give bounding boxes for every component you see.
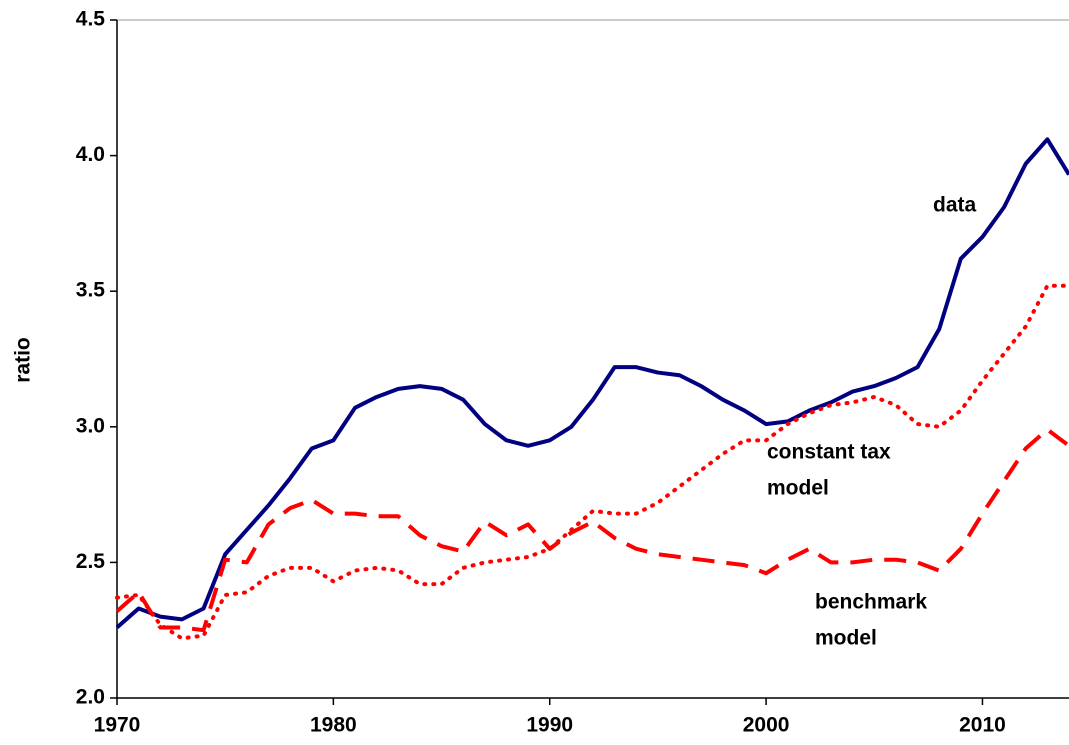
x-tick-label: 2010 [959, 714, 1006, 737]
series-label: constant tax [767, 441, 891, 464]
series-line [115, 137, 1069, 629]
series-label: data [933, 194, 977, 217]
x-tick-label: 1980 [310, 714, 357, 737]
x-tick-label: 2000 [743, 714, 790, 737]
series-label: benchmark [815, 591, 927, 614]
y-tick-label: 3.5 [76, 279, 106, 302]
y-tick-label: 4.5 [76, 8, 106, 31]
series-label: model [815, 627, 877, 650]
y-tick-label: 2.0 [76, 686, 105, 709]
y-tick-label: 2.5 [76, 550, 106, 573]
y-axis-label: ratio [12, 337, 35, 383]
series-line [115, 283, 1069, 641]
y-tick-label: 4.0 [76, 143, 105, 166]
x-tick-label: 1990 [526, 714, 573, 737]
series-label: model [767, 477, 829, 500]
y-tick-label: 3.0 [76, 414, 105, 437]
x-tick-label: 1970 [94, 714, 141, 737]
